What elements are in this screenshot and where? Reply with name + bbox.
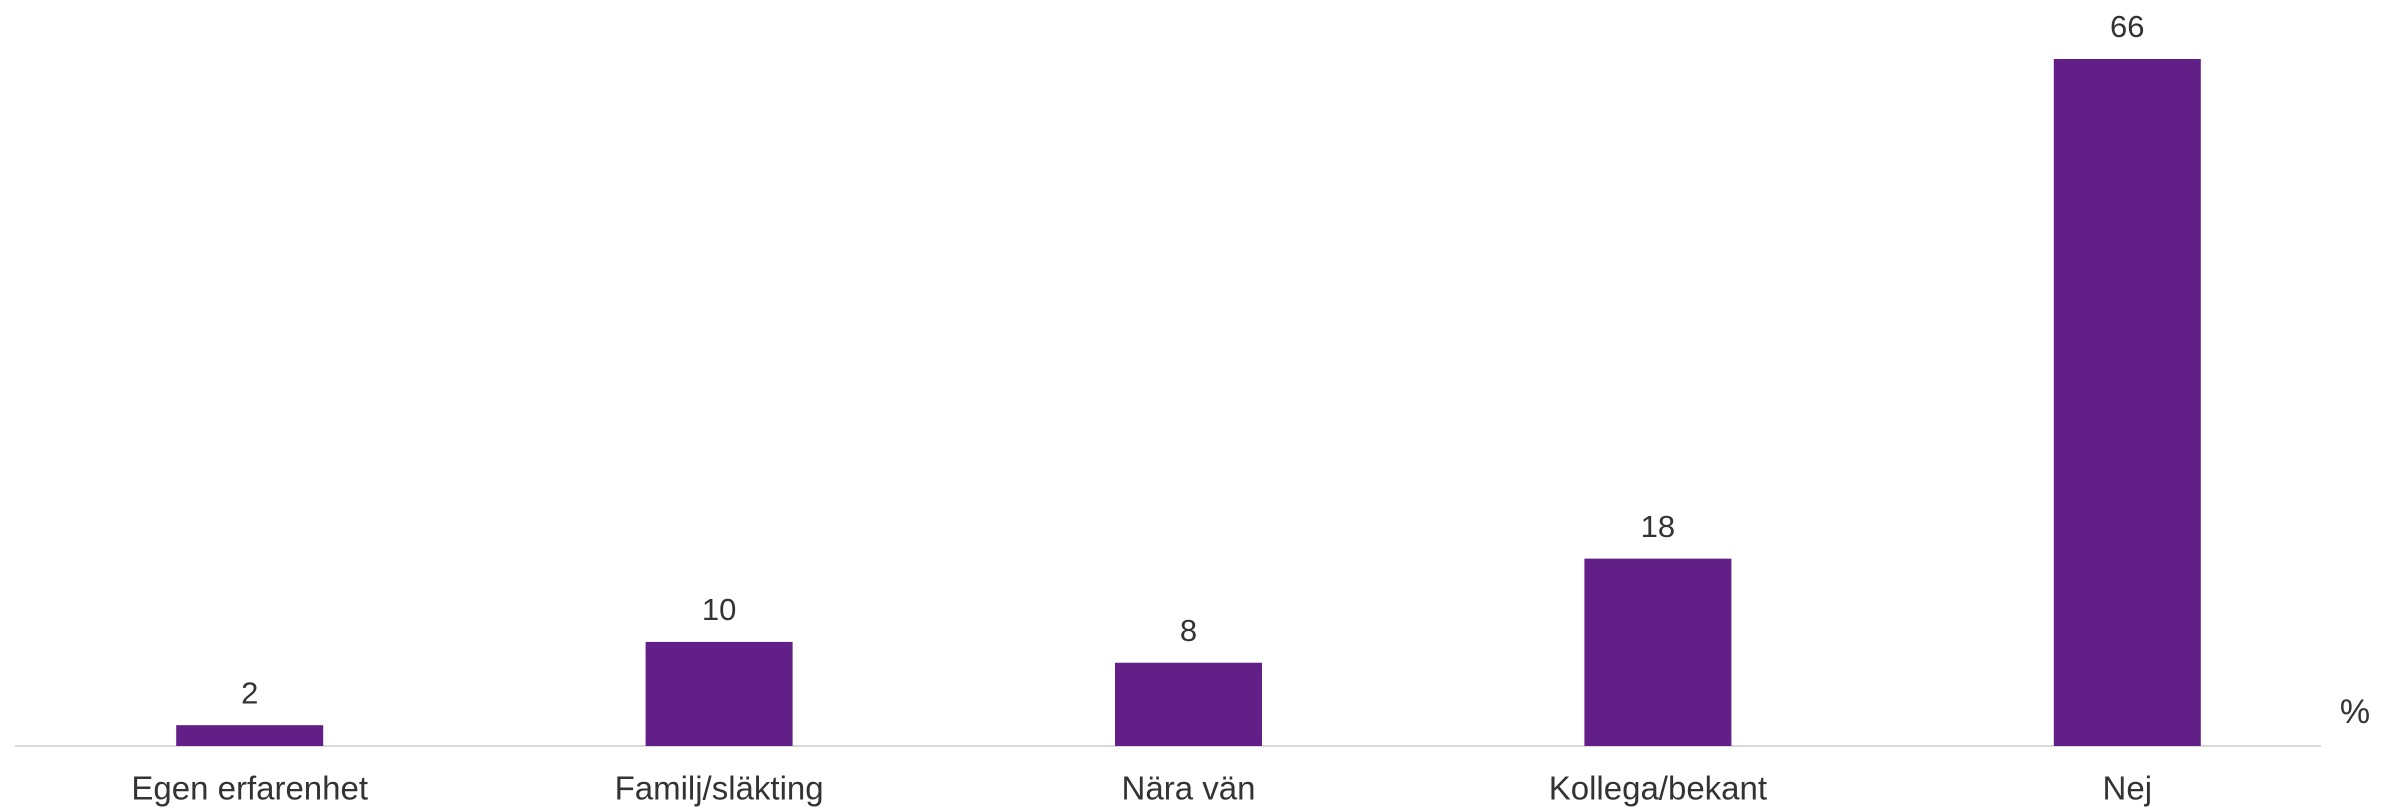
value-label: 10 — [702, 592, 736, 627]
value-label: 8 — [1180, 613, 1197, 648]
value-label: 18 — [1641, 509, 1675, 544]
x-tick-label: Egen erfarenhet — [131, 770, 368, 807]
value-label: 66 — [2110, 9, 2144, 44]
unit-label: % — [2340, 693, 2370, 731]
bar — [1584, 558, 1732, 746]
bar — [176, 725, 324, 746]
bar — [645, 641, 793, 746]
bar — [1115, 662, 1262, 746]
x-tick-label: Nej — [2103, 770, 2153, 807]
value-label: 2 — [241, 675, 258, 710]
bar — [2053, 59, 2201, 746]
x-tick-label: Familj/släkting — [615, 770, 824, 807]
x-tick-label: Kollega/bekant — [1549, 770, 1767, 807]
x-tick-label: Nära vän — [1122, 770, 1256, 807]
